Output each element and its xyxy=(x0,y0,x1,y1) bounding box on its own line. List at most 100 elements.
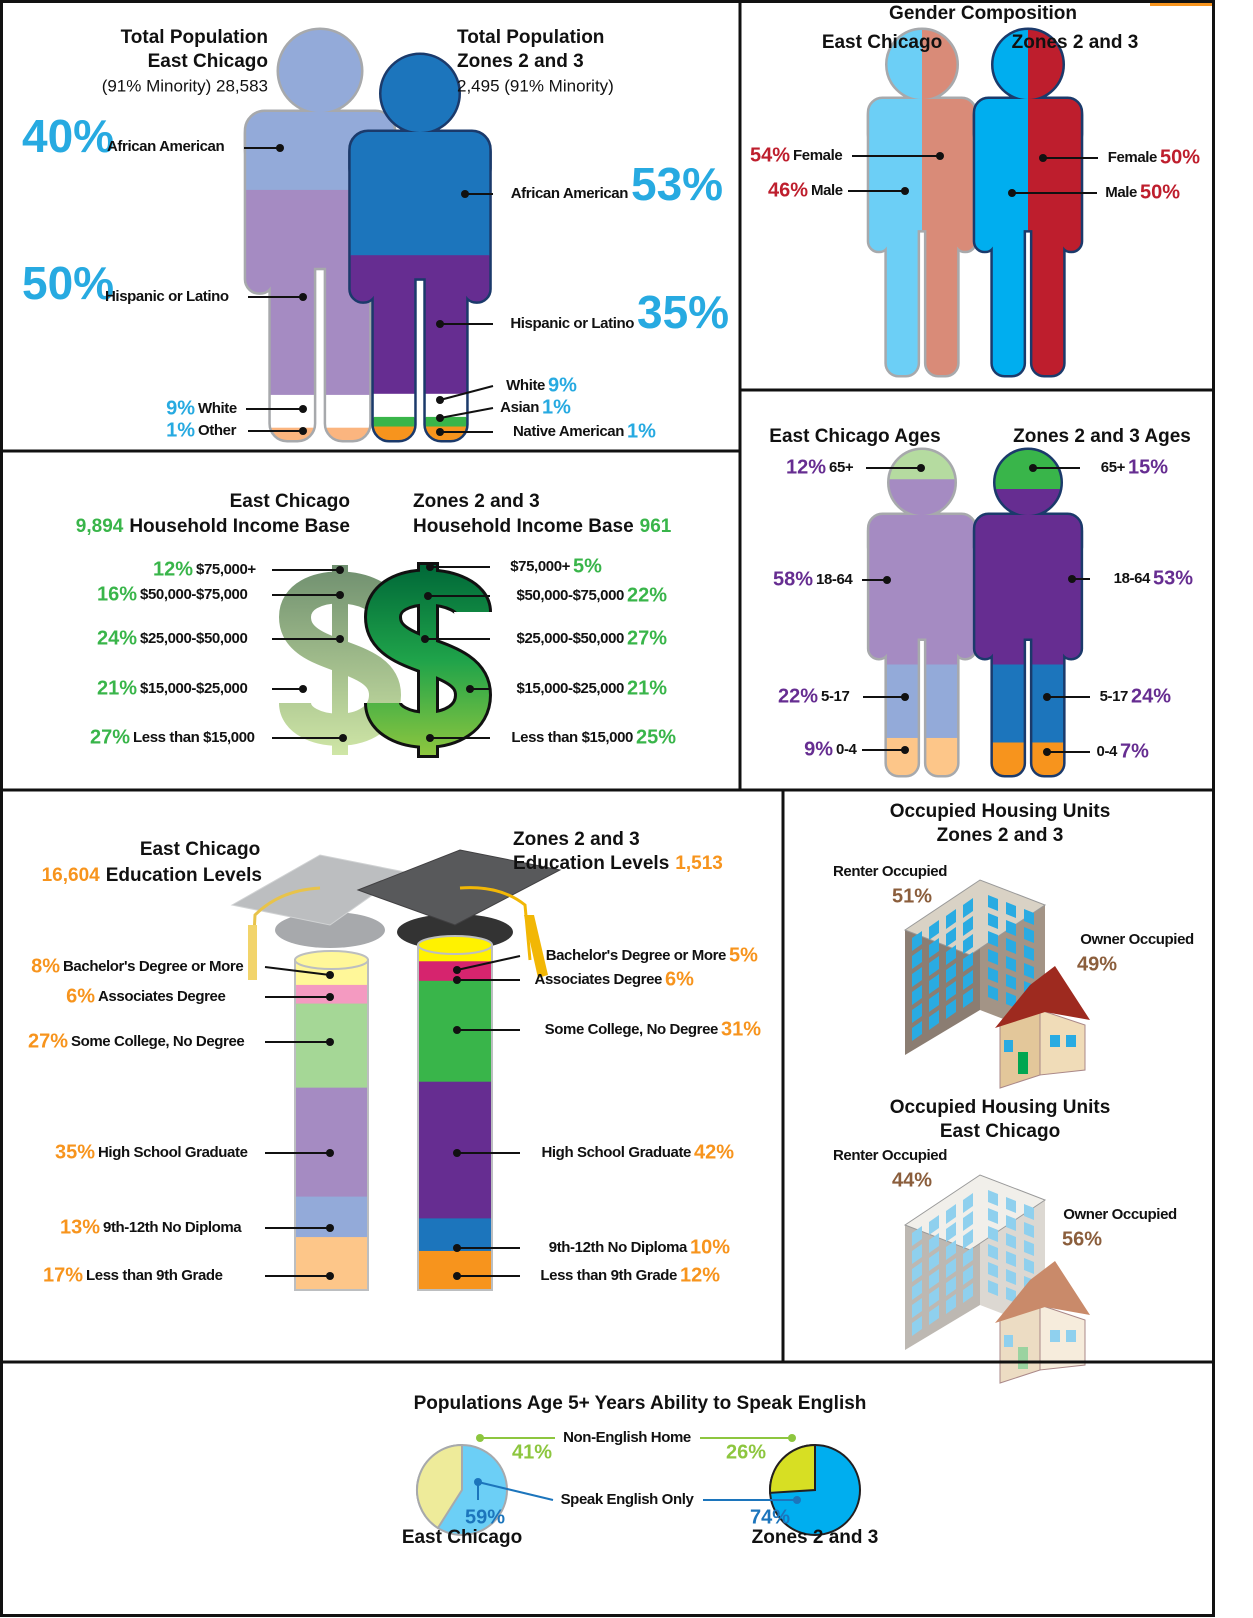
label: Non-English Home xyxy=(563,1429,691,1446)
window xyxy=(1066,1330,1076,1342)
label: Zones 2 and 3 xyxy=(457,51,584,72)
label: Occupied Housing Units xyxy=(890,801,1111,822)
leader-dot xyxy=(936,152,944,160)
base-label: Education Levels xyxy=(106,865,262,886)
leader-dot xyxy=(436,428,444,436)
window xyxy=(1006,956,1016,972)
category: $75,000+ xyxy=(510,558,570,575)
window xyxy=(963,988,973,1008)
window xyxy=(988,967,998,983)
window xyxy=(1024,963,1034,979)
label: Zones 2 and 3 Ages xyxy=(1013,426,1191,447)
category: Some College, No Degree xyxy=(545,1021,718,1038)
leader-line xyxy=(439,385,494,401)
window xyxy=(929,938,939,958)
leader-dot xyxy=(326,971,334,979)
leader-dot xyxy=(424,592,432,600)
window xyxy=(1024,909,1034,925)
band xyxy=(869,479,975,496)
category: Some College, No Degree xyxy=(71,1033,244,1050)
base-value: 9,894 xyxy=(76,516,124,537)
label: Owner Occupied xyxy=(1063,1206,1177,1223)
cap xyxy=(356,849,562,926)
window xyxy=(988,895,998,911)
percent: 50% xyxy=(22,257,114,309)
leader-dot xyxy=(793,1496,801,1504)
tassel xyxy=(459,886,532,961)
base-label: Household Income Base xyxy=(129,516,350,537)
window xyxy=(912,1280,922,1300)
percent: 21% xyxy=(627,677,667,699)
leader-dot xyxy=(1039,154,1047,162)
window xyxy=(929,1287,939,1307)
percent: 5% xyxy=(573,555,602,577)
person xyxy=(972,27,1084,378)
panel-borders xyxy=(0,0,1215,1617)
category: Other xyxy=(198,422,237,439)
label: Zones 2 and 3 xyxy=(513,829,640,850)
percent: 26% xyxy=(726,1441,766,1463)
window xyxy=(1006,974,1016,990)
window xyxy=(946,927,956,947)
percent: 12% xyxy=(153,558,193,580)
label: Gender Composition xyxy=(889,3,1077,24)
category: 0-4 xyxy=(1097,743,1119,760)
window xyxy=(929,1269,939,1289)
category: Less than 9th Grade xyxy=(86,1267,223,1284)
leader-dot xyxy=(453,1244,461,1252)
category: High School Graduate xyxy=(541,1144,691,1161)
window xyxy=(963,898,973,918)
percent: 35% xyxy=(637,286,729,338)
window xyxy=(963,934,973,954)
window xyxy=(929,1010,939,1030)
window xyxy=(1006,1197,1016,1213)
window xyxy=(963,1283,973,1303)
leader-dot xyxy=(299,427,307,435)
label: 2,495 (91% Minority) xyxy=(457,76,614,95)
person-fill xyxy=(975,450,1081,775)
category: 18-64 xyxy=(1114,570,1151,587)
window xyxy=(929,1305,939,1325)
window xyxy=(988,985,998,1001)
category: Less than 9th Grade xyxy=(540,1267,677,1284)
label: Zones 2 and 3 xyxy=(413,491,540,512)
label: East Chicago xyxy=(230,491,350,512)
category: 9th-12th No Diploma xyxy=(549,1239,688,1256)
person-fill xyxy=(350,55,490,440)
leader-dot xyxy=(326,1272,334,1280)
leader-dot xyxy=(453,1026,461,1034)
category: 65+ xyxy=(829,459,854,476)
window xyxy=(1024,1240,1034,1256)
percent: 1% xyxy=(166,419,195,441)
window xyxy=(988,949,998,965)
window xyxy=(912,931,922,951)
leader-dot xyxy=(276,144,284,152)
label: Total Population xyxy=(121,27,268,48)
category: Female xyxy=(793,147,842,164)
category: 0-4 xyxy=(836,741,858,758)
window xyxy=(946,909,956,929)
window xyxy=(929,1251,939,1271)
percent: 35% xyxy=(55,1141,95,1163)
window xyxy=(1050,1330,1060,1342)
leader-dot xyxy=(1043,748,1051,756)
label: East Chicago xyxy=(140,839,260,860)
label: (91% Minority) 28,583 xyxy=(102,76,268,95)
window xyxy=(912,1262,922,1282)
percent: 12% xyxy=(786,456,826,478)
pie-slice xyxy=(769,1443,816,1494)
leader-dot xyxy=(1029,464,1037,472)
leader-line xyxy=(477,1481,554,1501)
leader-dot xyxy=(436,414,444,422)
leader-dot xyxy=(326,1149,334,1157)
window xyxy=(912,1316,922,1336)
leader-dot xyxy=(1008,189,1016,197)
leader-dot xyxy=(917,464,925,472)
leader-dot xyxy=(299,405,307,413)
category: White xyxy=(506,377,545,394)
base-value: 1,513 xyxy=(675,853,723,874)
window xyxy=(1024,1222,1034,1238)
window xyxy=(988,1190,998,1206)
window xyxy=(912,1226,922,1246)
